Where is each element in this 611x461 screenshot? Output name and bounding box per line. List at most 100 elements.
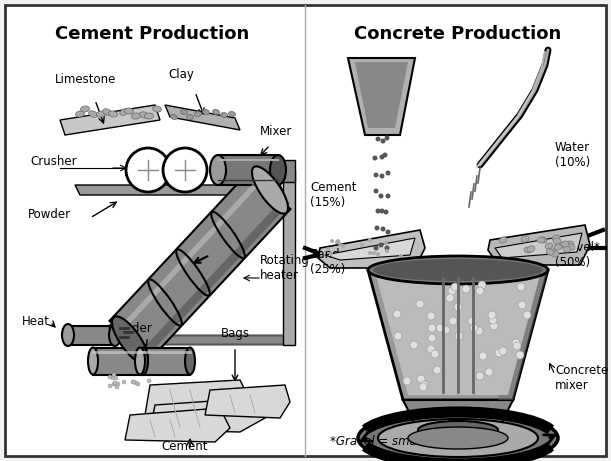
Ellipse shape [554,244,562,250]
Circle shape [330,239,334,243]
Polygon shape [140,348,190,375]
Circle shape [112,382,116,386]
Polygon shape [325,238,415,260]
Circle shape [489,316,497,324]
Circle shape [329,252,333,256]
Circle shape [399,254,403,258]
Circle shape [379,264,384,268]
Ellipse shape [138,348,148,374]
Text: Cement: Cement [162,440,208,453]
Ellipse shape [140,112,148,118]
Ellipse shape [62,324,74,346]
Ellipse shape [203,109,210,115]
Ellipse shape [252,166,288,213]
Circle shape [419,383,427,391]
Circle shape [338,242,342,246]
Ellipse shape [555,243,563,249]
Circle shape [512,339,520,347]
Text: Crusher: Crusher [30,155,76,168]
Ellipse shape [539,237,547,243]
Circle shape [428,324,436,332]
Circle shape [373,172,378,177]
Ellipse shape [566,241,574,247]
Circle shape [436,324,444,332]
Polygon shape [283,170,295,345]
Polygon shape [145,380,250,415]
Ellipse shape [553,238,561,244]
Polygon shape [218,155,278,185]
Circle shape [523,311,531,319]
Circle shape [379,154,384,160]
Circle shape [384,241,388,245]
Circle shape [384,209,389,214]
Circle shape [433,366,441,374]
Circle shape [420,381,428,389]
Ellipse shape [546,249,554,255]
Ellipse shape [563,246,571,252]
Ellipse shape [270,155,286,185]
Circle shape [136,382,140,386]
Circle shape [376,252,380,256]
Circle shape [451,283,459,291]
Ellipse shape [109,111,117,117]
Circle shape [113,381,117,385]
Circle shape [108,384,112,388]
Circle shape [131,380,135,384]
Circle shape [516,351,524,359]
Polygon shape [125,408,230,442]
Ellipse shape [88,348,98,374]
Circle shape [360,243,364,247]
Circle shape [372,251,376,255]
Polygon shape [498,270,548,400]
Circle shape [455,332,463,340]
Polygon shape [150,398,265,432]
Ellipse shape [81,106,89,112]
Polygon shape [75,185,285,195]
Ellipse shape [418,421,498,439]
Ellipse shape [521,236,529,242]
Ellipse shape [153,106,161,112]
Circle shape [381,226,386,231]
Circle shape [114,376,118,380]
Polygon shape [376,275,540,395]
Ellipse shape [213,109,219,115]
Ellipse shape [185,348,195,374]
Circle shape [326,247,330,251]
Ellipse shape [368,256,548,284]
Ellipse shape [567,244,575,250]
Circle shape [378,242,384,248]
Ellipse shape [103,109,111,115]
Circle shape [386,194,390,199]
Circle shape [446,294,454,302]
Circle shape [490,322,498,330]
Circle shape [479,352,487,360]
Ellipse shape [145,113,153,119]
Circle shape [112,373,116,377]
Text: Powder: Powder [28,208,71,221]
Circle shape [517,283,525,291]
Ellipse shape [131,113,141,119]
Circle shape [476,287,484,295]
Polygon shape [495,233,582,258]
Ellipse shape [561,241,569,247]
Circle shape [122,380,126,384]
Circle shape [427,312,435,320]
Ellipse shape [97,111,106,117]
Circle shape [335,240,339,244]
Circle shape [385,249,389,253]
Ellipse shape [194,112,202,117]
Polygon shape [368,270,548,400]
Circle shape [375,225,379,230]
Circle shape [449,317,457,325]
Circle shape [394,332,402,340]
Ellipse shape [545,243,553,249]
Ellipse shape [120,109,128,115]
Ellipse shape [378,419,538,457]
Circle shape [488,311,496,319]
Circle shape [485,368,493,376]
Circle shape [454,303,462,311]
Ellipse shape [373,259,543,281]
Ellipse shape [548,249,556,255]
Circle shape [382,153,387,158]
Polygon shape [318,230,425,268]
